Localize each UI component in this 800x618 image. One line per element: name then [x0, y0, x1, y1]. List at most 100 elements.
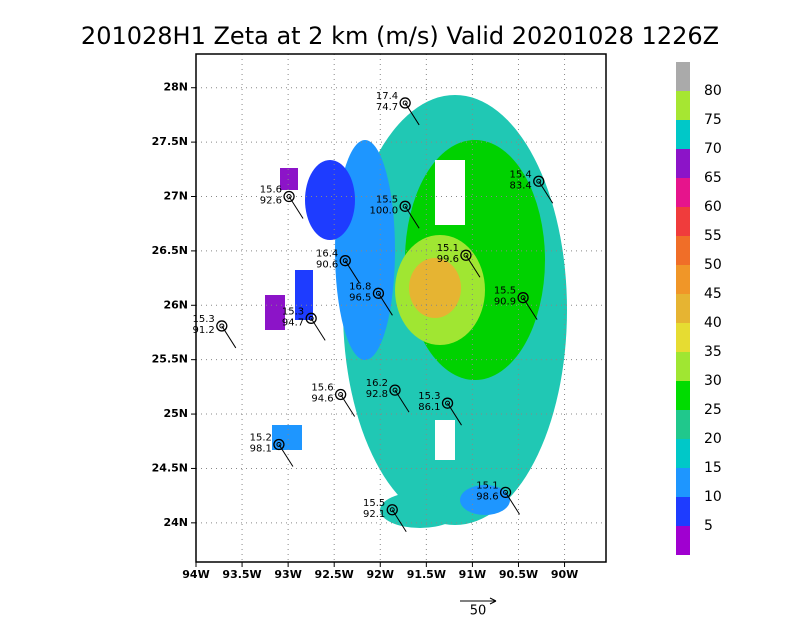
colorbar-label: 20	[704, 431, 722, 447]
station-label: 16.8	[349, 281, 371, 292]
station-label: 94.6	[311, 393, 333, 404]
y-tick-label: 26.5N	[152, 244, 188, 257]
colorbar-segment	[676, 149, 690, 178]
station-label: 98.1	[250, 444, 272, 455]
station-dot	[338, 391, 344, 397]
colorbar-segment	[676, 294, 690, 323]
wind-barb	[340, 394, 356, 417]
stations: 17.474.715.692.6 15.5100.015.483.415.199.…	[193, 91, 554, 533]
station	[335, 388, 347, 401]
colorbar-segment	[676, 62, 690, 91]
wind-barb	[465, 254, 481, 278]
station	[386, 504, 398, 516]
wind-barb	[344, 260, 360, 283]
station	[305, 312, 317, 324]
station-dot	[342, 258, 348, 264]
wind-barb	[288, 196, 304, 219]
station-label: 92.8	[366, 389, 388, 400]
station-label: 90.9	[494, 297, 516, 308]
station-label: 96.5	[349, 292, 371, 303]
y-tick-label: 26N	[163, 298, 188, 311]
colorbar: 80 75 70 65 60 55 50 45 40 35 30 25 20 15 10 5	[676, 62, 722, 555]
colorbar-segment	[676, 468, 690, 497]
station	[517, 292, 529, 304]
station-label: 15.3	[418, 391, 440, 402]
reference-label: 50	[470, 604, 487, 618]
colorbar-segment	[676, 236, 690, 265]
colorbar-label: 15	[704, 460, 722, 476]
station-label: 90.6	[316, 260, 338, 271]
map-frame	[195, 53, 607, 563]
station-label: 86.1	[418, 402, 440, 413]
station-label: 100.0	[370, 205, 399, 216]
station-label: 15.5	[376, 194, 398, 205]
colorbar-segment	[676, 207, 690, 236]
colorbar-label: 65	[704, 170, 722, 186]
station-label: 15.4	[509, 169, 531, 180]
station	[399, 200, 411, 212]
station-dot	[389, 507, 395, 513]
colorbar-label: 80	[704, 83, 722, 99]
radar-field	[265, 95, 567, 528]
colorbar-label: 5	[704, 518, 713, 534]
wind-barb	[522, 297, 538, 320]
colorbar-label: 45	[704, 286, 722, 302]
x-tick-label: 91.5W	[407, 568, 446, 581]
x-tick-label: 92.5W	[315, 568, 354, 581]
x-tick-label: 91W	[459, 568, 486, 581]
colorbar-label: 60	[704, 199, 722, 215]
station-label: 15.1	[476, 480, 498, 491]
station-label: 92.6	[260, 196, 282, 207]
wind-barb	[310, 318, 326, 341]
station-label: 99.6	[437, 254, 459, 265]
wind-barb	[278, 444, 294, 467]
colorbar-segment	[676, 323, 690, 352]
station-label: 83.4	[509, 180, 531, 191]
station	[372, 287, 385, 299]
x-tick-label: 93W	[274, 568, 301, 581]
title: 201028H1 Zeta at 2 km (m/s) Valid 202010…	[81, 22, 719, 50]
colorbar-segment	[676, 439, 690, 468]
station-label: 15.6	[311, 382, 333, 393]
colorbar-label: 30	[704, 373, 722, 389]
wind-barb	[378, 293, 393, 316]
wind-barb	[404, 206, 420, 229]
y-tick-label: 25.5N	[152, 353, 188, 366]
y-tick-label: 27N	[163, 190, 188, 203]
colorbar-label: 55	[704, 228, 722, 244]
colorbar-segment	[676, 526, 690, 555]
station-dot	[402, 100, 408, 106]
x-tick-label: 92W	[367, 568, 394, 581]
station	[460, 249, 472, 261]
colorbar-label: 50	[704, 257, 722, 273]
station-dot	[503, 489, 509, 495]
station-dot	[520, 295, 526, 301]
x-tick-label: 90.5W	[499, 568, 538, 581]
station-dot	[463, 252, 469, 258]
colorbar-segment	[676, 91, 690, 120]
wind-barb	[447, 402, 462, 426]
colorbar-label: 75	[704, 112, 722, 128]
wind-barb	[221, 325, 237, 349]
y-tick-label: 25N	[163, 407, 188, 420]
station-label: 15.6	[260, 185, 282, 196]
colorbar-label: 40	[704, 315, 722, 331]
station-label: 15.3	[193, 314, 215, 325]
station-dot	[286, 194, 292, 200]
station-label: 16.4	[316, 249, 338, 260]
colorbar-segment	[676, 410, 690, 439]
station-label: 16.2	[366, 378, 388, 389]
station-dot	[536, 178, 542, 184]
station-dot	[308, 315, 314, 321]
wind-barb	[394, 389, 410, 413]
station	[339, 255, 351, 267]
colorbar-segment	[676, 352, 690, 381]
wind-barb	[538, 181, 554, 204]
colorbar-segment	[676, 381, 690, 410]
colorbar-label: 10	[704, 489, 722, 505]
y-tick-label: 24.5N	[152, 461, 188, 474]
station	[273, 438, 285, 451]
station-label: 92.1	[363, 509, 385, 520]
wind-barb	[505, 492, 520, 515]
